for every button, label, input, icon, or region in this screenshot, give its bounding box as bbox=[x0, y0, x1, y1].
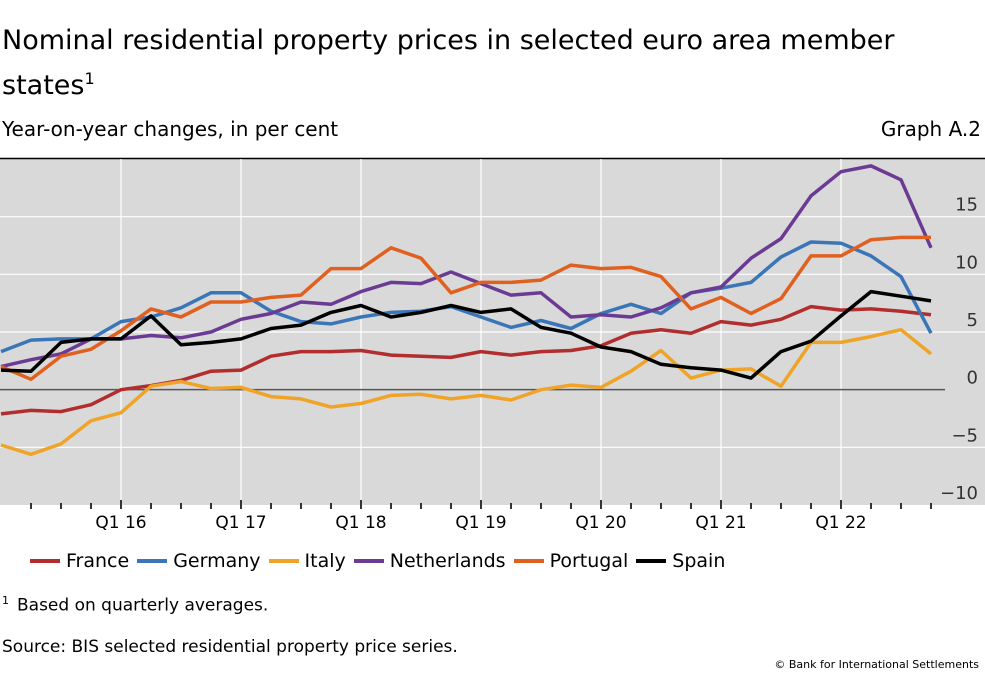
chart-subtitle: Year-on-year changes, in per cent bbox=[2, 117, 339, 141]
y-tick-label: 15 bbox=[955, 195, 978, 216]
legend-label: Germany bbox=[173, 550, 261, 572]
x-tick-label: Q1 18 bbox=[335, 513, 386, 533]
legend-item-germany: Germany bbox=[137, 550, 261, 572]
legend-item-france: France bbox=[30, 550, 129, 572]
legend-swatch bbox=[636, 559, 667, 563]
copyright: © Bank for International Settlements bbox=[774, 658, 979, 671]
legend-item-italy: Italy bbox=[268, 550, 346, 572]
x-tick-label: Q1 17 bbox=[215, 513, 266, 533]
graph-id: Graph A.2 bbox=[880, 117, 981, 141]
line-chart: −10 −5 0 5 10 15 Q1 16 Q1 17 Q1 18 Q1 19 Q1 20 Q1 2… bbox=[0, 157, 985, 533]
x-tick-label: Q1 19 bbox=[455, 513, 506, 533]
legend-swatch bbox=[137, 559, 168, 563]
legend-swatch bbox=[30, 559, 60, 563]
y-tick-label: −10 bbox=[940, 483, 978, 504]
legend-swatch bbox=[353, 559, 384, 563]
legend-label: Portugal bbox=[549, 550, 629, 572]
legend-item-portugal: Portugal bbox=[513, 550, 629, 572]
title-text: Nominal residential property prices in s… bbox=[2, 25, 895, 101]
footnote-mark: 1 bbox=[2, 594, 9, 607]
y-tick-label: −5 bbox=[951, 425, 978, 446]
x-tick-label: Q1 20 bbox=[575, 513, 626, 533]
source-note: Source: BIS selected residential propert… bbox=[2, 637, 458, 657]
legend-label: Spain bbox=[672, 550, 726, 572]
y-tick-label: 5 bbox=[967, 310, 978, 331]
legend-label: France bbox=[66, 550, 130, 572]
series-line-spain bbox=[0, 289, 932, 380]
y-tick-label: 10 bbox=[955, 252, 978, 273]
series-line-portugal bbox=[0, 235, 931, 382]
legend-label: Italy bbox=[304, 550, 346, 572]
legend-swatch bbox=[268, 559, 299, 563]
footnote-text: Based on quarterly averages. bbox=[17, 595, 269, 616]
chart-title: Nominal residential property prices in s… bbox=[2, 22, 902, 105]
x-tick-label: Q1 21 bbox=[695, 513, 746, 533]
legend-item-netherlands: Netherlands bbox=[353, 550, 506, 572]
series-line-germany bbox=[0, 240, 933, 354]
footnote: 1 Based on quarterly averages. bbox=[2, 594, 268, 616]
legend-label: Netherlands bbox=[389, 550, 506, 572]
x-tick-label: Q1 16 bbox=[95, 513, 146, 533]
legend-swatch bbox=[513, 559, 544, 563]
legend-item-spain: Spain bbox=[636, 550, 725, 572]
series-line-italy bbox=[0, 327, 933, 457]
series-line-netherlands bbox=[0, 164, 933, 369]
title-footnote-mark: 1 bbox=[84, 69, 95, 88]
legend: France Germany Italy Netherlands Portugal Spa… bbox=[30, 550, 733, 572]
x-tick-label: Q1 22 bbox=[815, 513, 866, 533]
y-tick-label: 0 bbox=[967, 368, 978, 389]
